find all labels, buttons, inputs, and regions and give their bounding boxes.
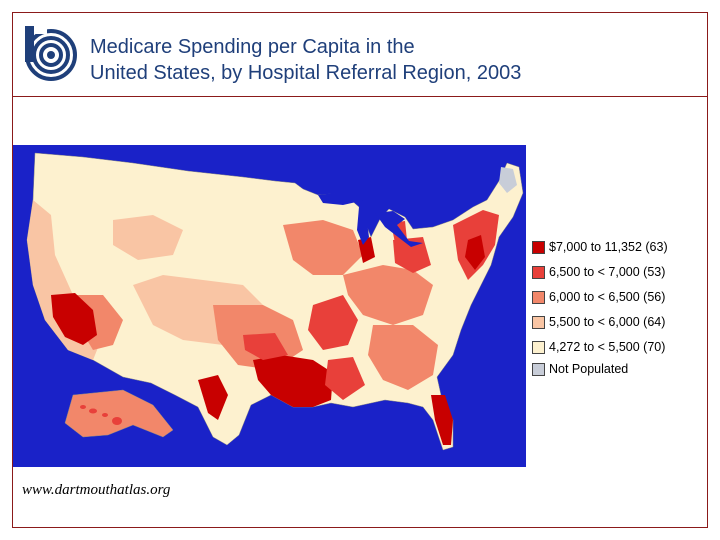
title-line-1: Medicare Spending per Capita in the bbox=[90, 36, 415, 58]
zone-high-oklahoma bbox=[243, 333, 288, 360]
legend-item-5: 4,272 to < 5,500 (70) bbox=[532, 338, 665, 356]
legend-swatch-3 bbox=[532, 290, 545, 304]
legend-label-4: 5,500 to < 6,000 (64) bbox=[549, 315, 666, 329]
legend-swatch-4 bbox=[532, 315, 545, 329]
zone-mid-7 bbox=[113, 215, 183, 260]
zone-high-mississippi bbox=[325, 357, 365, 400]
source-url: www.dartmouthatlas.org bbox=[22, 482, 171, 498]
legend-item-3: 6,000 to < 6,500 (56) bbox=[532, 288, 665, 306]
title-line-2: United States, by Hospital Referral Regi… bbox=[90, 62, 522, 84]
dartmouth-atlas-logo-icon bbox=[25, 26, 77, 81]
slide-frame bbox=[12, 12, 708, 528]
lake-superior bbox=[318, 191, 365, 205]
legend-label-1: $7,000 to 11,352 (63) bbox=[549, 240, 668, 254]
legend-item-6: Not Populated bbox=[532, 360, 628, 378]
legend-label-3: 6,000 to < 6,500 (56) bbox=[549, 290, 666, 304]
lake-michigan bbox=[357, 207, 369, 245]
zone-high-texas-louisiana bbox=[253, 355, 333, 407]
legend-swatch-1 bbox=[532, 240, 545, 254]
lake-huron-erie bbox=[375, 211, 423, 247]
zone-high-midwest bbox=[393, 237, 431, 273]
zone-high-chicago bbox=[358, 237, 375, 263]
legend-swatch-6 bbox=[532, 362, 545, 376]
hawaii bbox=[80, 405, 122, 425]
header-divider bbox=[12, 96, 708, 97]
zone-high-california bbox=[51, 293, 97, 345]
legend-item-4: 5,500 to < 6,000 (64) bbox=[532, 313, 665, 331]
us-spending-map bbox=[13, 145, 526, 467]
legend-item-2: 6,500 to < 7,000 (53) bbox=[532, 263, 665, 281]
continental-us bbox=[26, 152, 524, 451]
zone-mid-5 bbox=[368, 325, 438, 390]
zone-mid-4 bbox=[343, 265, 433, 325]
page-title: Medicare Spending per Capita in the Unit… bbox=[90, 34, 521, 86]
zone-high-nj-ny bbox=[465, 235, 485, 270]
legend-item-1: $7,000 to 11,352 (63) bbox=[532, 238, 668, 256]
legend-swatch-5 bbox=[532, 340, 545, 354]
legend-label-5: 4,272 to < 5,500 (70) bbox=[549, 340, 666, 354]
legend-label-2: 6,500 to < 7,000 (53) bbox=[549, 265, 666, 279]
legend-label-6: Not Populated bbox=[549, 362, 629, 376]
zone-high-texas-south bbox=[198, 375, 228, 420]
zone-not-populated bbox=[499, 167, 517, 193]
legend-swatch-2 bbox=[532, 265, 545, 279]
alaska bbox=[64, 389, 174, 438]
zone-high-florida bbox=[431, 395, 453, 445]
zone-mid-3 bbox=[283, 220, 363, 275]
zone-high-south bbox=[308, 295, 358, 350]
